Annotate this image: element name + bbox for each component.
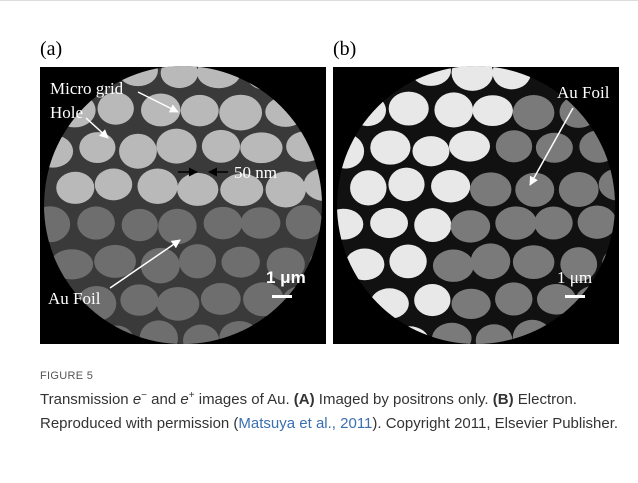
text: Transmission [40,391,133,408]
cell [559,172,599,207]
cell [534,206,572,239]
cell [240,132,282,163]
cell [95,168,132,200]
cell [472,95,512,126]
cell [451,210,491,242]
scale-bar: 1 μm [266,268,306,287]
cell [158,209,196,244]
cell [181,95,219,126]
cell [350,170,386,205]
figure: (a) (b) Micro grid Hole 50 nm Au Foil 1 … [0,0,638,360]
cell [177,173,218,206]
cell [204,207,243,240]
cell [513,245,555,279]
cell [496,130,532,162]
text: (A) [294,391,315,408]
annotation: Micro grid [50,79,124,98]
cell [161,58,198,88]
cell [618,133,638,169]
panel-label: (a) [40,38,62,60]
cell [495,282,532,315]
cell [202,130,240,163]
cell [389,92,429,126]
cell [618,60,638,91]
cell [495,206,536,239]
text: e [180,391,188,408]
cell [470,172,511,206]
cell [120,284,158,315]
cell [433,249,474,281]
cell [434,92,473,127]
cell [389,245,426,279]
cell [432,323,472,354]
cell [623,208,638,238]
cell [179,244,216,278]
cell [388,168,424,202]
cell [122,209,158,241]
cell [219,95,262,131]
figure-label: FIGURE 5 [40,370,93,382]
scale-bar: 1 μm [557,268,592,287]
text: ). Copyright 2011, Elsevier Publisher. [372,415,618,432]
text: images of Au. [195,391,294,408]
cell [56,172,94,204]
annotation: Au Foil [557,83,610,102]
caption: Transmission e− and e+ images of Au. (A)… [40,388,630,435]
cell [183,325,219,356]
cell [513,95,555,130]
cell [323,209,363,240]
cell [119,134,157,169]
text: e [133,391,141,408]
cell [431,170,470,203]
annotation: 50 nm [234,163,277,182]
cell [77,206,115,239]
text: and [147,391,180,408]
cell [370,208,408,238]
cell [414,208,451,242]
text: (B) [493,391,514,408]
page: (a) (b) Micro grid Hole 50 nm Au Foil 1 … [0,0,638,483]
cell [536,133,573,163]
cell [286,205,322,239]
cell [241,207,281,239]
text: Imaged by positrons only. [315,391,493,408]
cell [471,243,511,279]
cell [476,324,513,356]
cell [157,287,200,321]
annotation: Au Foil [48,289,101,308]
cell [414,284,450,316]
cell [451,289,490,319]
cell [156,129,196,164]
cell [201,283,241,315]
citation-link[interactable]: Matsuya et al., 2011 [238,415,372,432]
cell [79,132,115,163]
cell [578,206,617,239]
cell [221,247,260,278]
annotation: Hole [50,103,83,122]
cell [370,130,410,164]
cell [617,282,638,317]
cell [140,320,178,356]
cell [94,245,136,278]
cell [30,206,70,242]
cell [452,55,494,91]
cell [137,169,177,204]
panel-label: (b) [333,38,356,60]
cell [449,131,490,162]
cell [412,136,449,166]
